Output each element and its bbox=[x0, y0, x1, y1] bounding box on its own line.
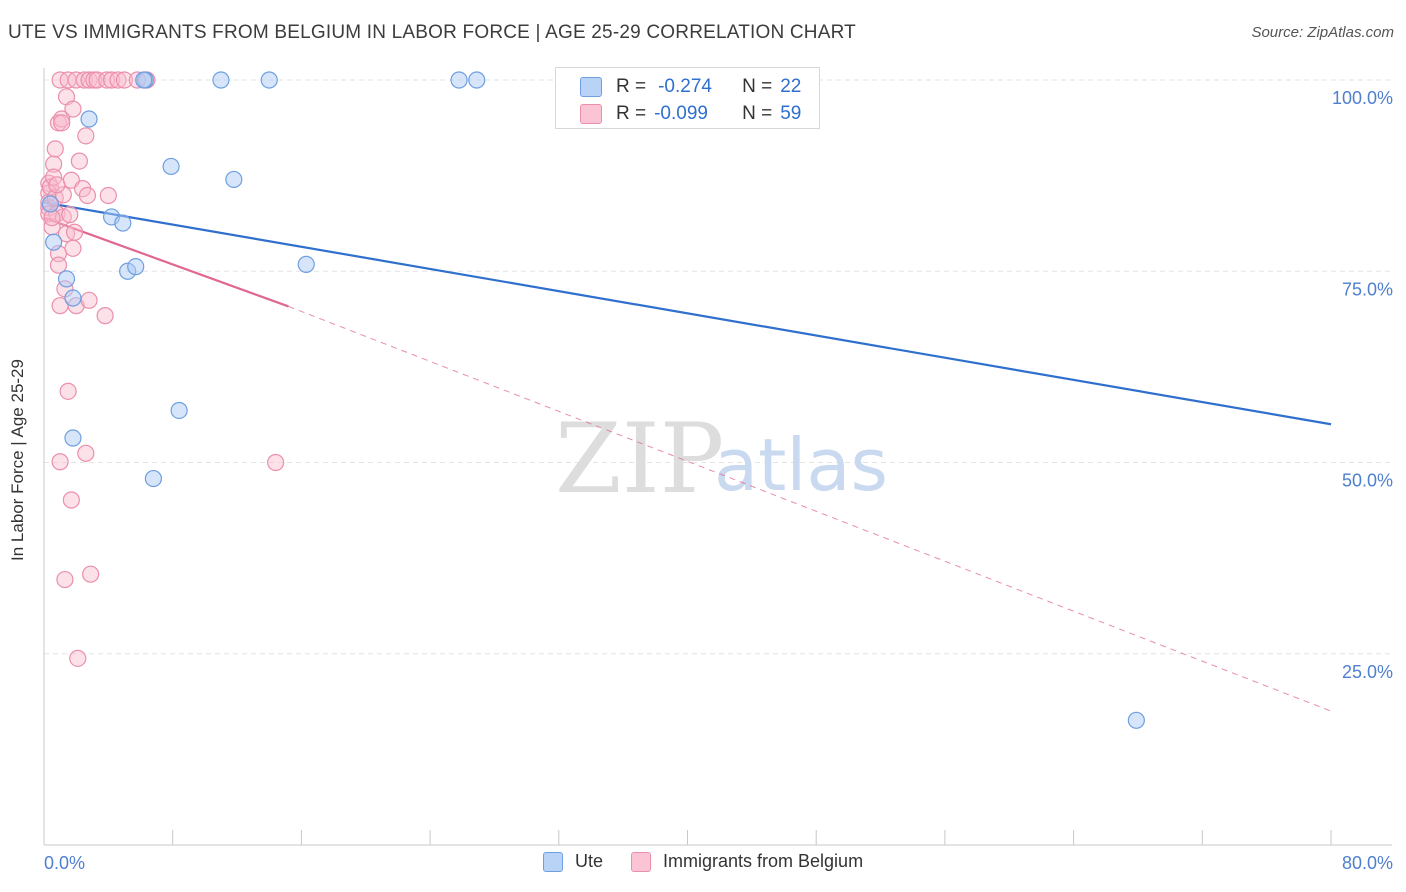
belgium-point bbox=[51, 453, 69, 471]
ute-point bbox=[144, 469, 162, 488]
belgium-point bbox=[65, 223, 84, 241]
belgium-n-label: N = bbox=[742, 103, 773, 124]
belgium-point bbox=[109, 71, 127, 89]
belgium-point bbox=[64, 239, 82, 257]
ute-point bbox=[64, 429, 82, 447]
stats-box: R = -0.274 N = 22 R = -0.099 N = 59 bbox=[555, 67, 820, 129]
legend-ute-label: Ute bbox=[575, 851, 604, 871]
belgium-point bbox=[80, 291, 98, 309]
ute-n-value: 22 bbox=[780, 76, 802, 97]
y-tick-labels: 100.0% 75.0% 50.0% 25.0% bbox=[1332, 88, 1393, 682]
y-tick-label: 100.0% bbox=[1332, 88, 1393, 108]
belgium-point bbox=[53, 110, 71, 128]
ute-point bbox=[135, 71, 153, 89]
x-tick-label-min: 0.0% bbox=[44, 853, 85, 873]
stats-row-ute: R = -0.274 N = 22 bbox=[580, 76, 801, 98]
chart-title: UTE VS IMMIGRANTS FROM BELGIUM IN LABOR … bbox=[8, 22, 856, 43]
belgium-r-label: R = bbox=[616, 103, 647, 124]
ute-r-label: R = bbox=[616, 76, 647, 97]
ute-point bbox=[450, 71, 468, 89]
belgium-point bbox=[77, 444, 95, 462]
ute-point bbox=[64, 289, 82, 307]
ute-point bbox=[468, 71, 486, 89]
ute-n-label: N = bbox=[742, 76, 773, 97]
ute-point bbox=[225, 170, 243, 189]
ute-point bbox=[41, 195, 60, 213]
belgium-point bbox=[61, 206, 79, 224]
watermark: ZIP atlas bbox=[555, 403, 888, 515]
y-tick-label: 50.0% bbox=[1342, 471, 1393, 491]
belgium-point bbox=[99, 186, 117, 205]
ute-point bbox=[114, 214, 132, 232]
belgium-point bbox=[77, 127, 95, 145]
belgium-point bbox=[96, 307, 114, 325]
ute-trend-line bbox=[43, 201, 1332, 426]
trend-lines bbox=[43, 201, 1332, 712]
belgium-point bbox=[69, 649, 87, 667]
belgium-point bbox=[56, 570, 74, 589]
belgium-r-value: -0.099 bbox=[654, 103, 708, 124]
belgium-point bbox=[102, 71, 121, 89]
legend-item-ute[interactable]: Ute bbox=[543, 851, 603, 872]
belgium-swatch bbox=[580, 104, 602, 124]
belgium-point bbox=[70, 152, 88, 170]
belgium-point bbox=[82, 565, 100, 583]
ute-point bbox=[260, 71, 278, 89]
ute-swatch bbox=[580, 77, 602, 97]
belgium-point bbox=[62, 491, 80, 509]
belgium-trend-line bbox=[43, 216, 289, 308]
y-tick-label: 75.0% bbox=[1342, 279, 1393, 299]
belgium-point bbox=[48, 176, 66, 194]
belgium-point bbox=[59, 382, 77, 400]
ute-point bbox=[80, 110, 98, 128]
legend-belgium-label: Immigrants from Belgium bbox=[663, 851, 864, 871]
ute-point bbox=[212, 71, 230, 89]
ute-point bbox=[297, 255, 315, 273]
ute-point bbox=[57, 270, 76, 288]
belgium-point bbox=[64, 100, 82, 118]
y-axis-label: In Labor Force | Age 25-29 bbox=[8, 359, 27, 561]
belgium-trend-extension bbox=[288, 305, 1332, 712]
belgium-point bbox=[78, 186, 97, 205]
legend-belgium-swatch bbox=[631, 851, 652, 872]
ute-point bbox=[1127, 711, 1145, 729]
legend: Ute Immigrants from Belgium bbox=[543, 851, 891, 872]
axes bbox=[43, 68, 1392, 846]
stats-row-belgium: R = -0.099 N = 59 bbox=[580, 103, 801, 125]
ute-r-value: -0.274 bbox=[658, 76, 712, 97]
x-tick-labels: 0.0% 80.0% bbox=[44, 853, 1393, 873]
x-tick-label-max: 80.0% bbox=[1342, 853, 1393, 873]
watermark-zip: ZIP bbox=[555, 403, 724, 515]
legend-item-belgium[interactable]: Immigrants from Belgium bbox=[631, 851, 863, 872]
ute-point bbox=[170, 401, 188, 420]
belgium-n-value: 59 bbox=[780, 103, 802, 124]
belgium-point bbox=[267, 453, 285, 472]
belgium-point bbox=[54, 186, 72, 204]
gridlines bbox=[44, 79, 1392, 655]
watermark-atlas: atlas bbox=[714, 423, 888, 507]
ute-point bbox=[127, 258, 145, 276]
belgium-point bbox=[49, 256, 68, 274]
y-tick-label: 25.0% bbox=[1342, 662, 1393, 682]
source-label: Source: ZipAtlas.com bbox=[1251, 24, 1394, 41]
ute-point bbox=[45, 233, 63, 251]
belgium-point bbox=[46, 140, 64, 158]
belgium-point bbox=[88, 71, 106, 89]
belgium-point bbox=[53, 114, 71, 132]
belgium-point bbox=[115, 71, 134, 89]
ute-point bbox=[162, 157, 180, 176]
scatter-points bbox=[40, 71, 1145, 729]
belgium-point bbox=[75, 71, 93, 89]
legend-ute-swatch bbox=[543, 851, 563, 872]
